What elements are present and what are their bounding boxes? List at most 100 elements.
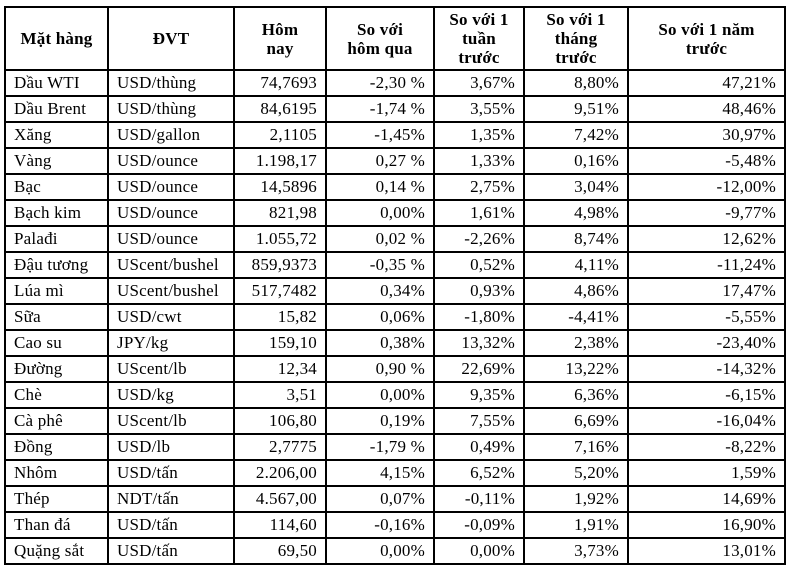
cell-today: 2.206,00	[233, 459, 327, 488]
cell-vs-yesterday: 0,34%	[325, 277, 435, 306]
cell-unit: USD/thùng	[107, 95, 235, 124]
cell-commodity: Vàng	[4, 147, 109, 176]
cell-vs-yesterday: -0,35 %	[325, 251, 435, 280]
cell-commodity: Bạc	[4, 173, 109, 202]
cell-vs-1year: -5,48%	[627, 147, 786, 176]
cell-vs-1year: -14,32%	[627, 355, 786, 384]
cell-unit: UScent/lb	[107, 355, 235, 384]
table-row: Xăng USD/gallon 2,1105 -1,45% 1,35% 7,42% 30,9…	[4, 121, 786, 150]
table-row: Palađi USD/ounce 1.055,72 0,02 % -2,26% 8,74%…	[4, 225, 786, 254]
cell-vs-1month: 4,86%	[523, 277, 629, 306]
table-row: Bạc USD/ounce 14,5896 0,14 % 2,75% 3,04% -12,0…	[4, 173, 786, 202]
cell-vs-1year: 30,97%	[627, 121, 786, 150]
column-header-vs-yesterday: So với hôm qua	[325, 5, 435, 72]
commodity-price-table: Mặt hàng ĐVT Hôm nay So với hôm qua So v…	[4, 5, 786, 566]
cell-commodity: Dầu WTI	[4, 69, 109, 98]
table-row: Đường UScent/lb 12,34 0,90 % 22,69% 13,22% -14…	[4, 355, 786, 384]
column-header-vs-1week: So với 1 tuần trước	[433, 5, 525, 72]
table-row: Vàng USD/ounce 1.198,17 0,27 % 1,33% 0,16% -5,…	[4, 147, 786, 176]
cell-commodity: Cà phê	[4, 407, 109, 436]
cell-vs-1year: 47,21%	[627, 69, 786, 98]
cell-today: 12,34	[233, 355, 327, 384]
cell-vs-yesterday: 0,90 %	[325, 355, 435, 384]
cell-vs-1week: -2,26%	[433, 225, 525, 254]
cell-vs-yesterday: -1,79 %	[325, 433, 435, 462]
cell-commodity: Xăng	[4, 121, 109, 150]
cell-vs-1year: -9,77%	[627, 199, 786, 228]
table-row: Thép NDT/tấn 4.567,00 0,07% -0,11% 1,92% 14,69…	[4, 485, 786, 514]
cell-today: 1.055,72	[233, 225, 327, 254]
cell-unit: USD/tấn	[107, 459, 235, 488]
cell-vs-1year: 13,01%	[627, 537, 786, 566]
cell-vs-yesterday: -1,74 %	[325, 95, 435, 124]
cell-vs-1month: 6,69%	[523, 407, 629, 436]
cell-today: 74,7693	[233, 69, 327, 98]
cell-today: 2,7775	[233, 433, 327, 462]
cell-commodity: Quặng sắt	[4, 537, 109, 566]
table-row: Nhôm USD/tấn 2.206,00 4,15% 6,52% 5,20% 1,59%	[4, 459, 786, 488]
table-row: Cao su JPY/kg 159,10 0,38% 13,32% 2,38% -23,40…	[4, 329, 786, 358]
cell-vs-1year: 17,47%	[627, 277, 786, 306]
cell-vs-1year: -5,55%	[627, 303, 786, 332]
cell-vs-1week: -0,11%	[433, 485, 525, 514]
cell-vs-1month: 8,74%	[523, 225, 629, 254]
cell-unit: USD/lb	[107, 433, 235, 462]
cell-vs-1year: -16,04%	[627, 407, 786, 436]
cell-vs-yesterday: 0,14 %	[325, 173, 435, 202]
cell-vs-1month: 3,73%	[523, 537, 629, 566]
cell-unit: USD/tấn	[107, 511, 235, 540]
table-row: Lúa mì UScent/bushel 517,7482 0,34% 0,93% 4,8…	[4, 277, 786, 306]
cell-vs-1month: 9,51%	[523, 95, 629, 124]
cell-vs-1month: 8,80%	[523, 69, 629, 98]
cell-vs-1week: 9,35%	[433, 381, 525, 410]
cell-vs-1week: 22,69%	[433, 355, 525, 384]
cell-unit: UScent/bushel	[107, 251, 235, 280]
table-row: Đồng USD/lb 2,7775 -1,79 % 0,49% 7,16% -8,22%	[4, 433, 786, 462]
cell-today: 821,98	[233, 199, 327, 228]
cell-commodity: Than đá	[4, 511, 109, 540]
cell-vs-1month: 5,20%	[523, 459, 629, 488]
cell-unit: USD/gallon	[107, 121, 235, 150]
cell-unit: USD/ounce	[107, 225, 235, 254]
cell-vs-1week: 0,00%	[433, 537, 525, 566]
cell-vs-yesterday: 4,15%	[325, 459, 435, 488]
cell-vs-yesterday: -0,16%	[325, 511, 435, 540]
cell-commodity: Chè	[4, 381, 109, 410]
cell-today: 14,5896	[233, 173, 327, 202]
cell-commodity: Bạch kim	[4, 199, 109, 228]
cell-vs-yesterday: 0,19%	[325, 407, 435, 436]
cell-unit: NDT/tấn	[107, 485, 235, 514]
cell-vs-yesterday: -1,45%	[325, 121, 435, 150]
table-row: Sữa USD/cwt 15,82 0,06% -1,80% -4,41% -5,55%	[4, 303, 786, 332]
cell-vs-1week: 3,55%	[433, 95, 525, 124]
cell-unit: USD/ounce	[107, 173, 235, 202]
cell-vs-yesterday: 0,38%	[325, 329, 435, 358]
cell-unit: USD/ounce	[107, 147, 235, 176]
cell-today: 1.198,17	[233, 147, 327, 176]
cell-commodity: Nhôm	[4, 459, 109, 488]
cell-vs-1year: 1,59%	[627, 459, 786, 488]
cell-commodity: Dầu Brent	[4, 95, 109, 124]
cell-vs-1year: 14,69%	[627, 485, 786, 514]
cell-commodity: Palađi	[4, 225, 109, 254]
cell-vs-1year: -23,40%	[627, 329, 786, 358]
cell-vs-1month: 1,92%	[523, 485, 629, 514]
cell-vs-1month: 0,16%	[523, 147, 629, 176]
cell-today: 114,60	[233, 511, 327, 540]
cell-unit: USD/thùng	[107, 69, 235, 98]
cell-vs-yesterday: 0,00%	[325, 381, 435, 410]
cell-vs-1year: -6,15%	[627, 381, 786, 410]
cell-commodity: Thép	[4, 485, 109, 514]
cell-vs-yesterday: 0,00%	[325, 199, 435, 228]
cell-commodity: Đồng	[4, 433, 109, 462]
cell-vs-1week: 1,35%	[433, 121, 525, 150]
cell-vs-yesterday: 0,00%	[325, 537, 435, 566]
cell-vs-1week: 6,52%	[433, 459, 525, 488]
table-row: Chè USD/kg 3,51 0,00% 9,35% 6,36% -6,15%	[4, 381, 786, 410]
cell-vs-yesterday: 0,27 %	[325, 147, 435, 176]
cell-today: 4.567,00	[233, 485, 327, 514]
cell-vs-yesterday: 0,02 %	[325, 225, 435, 254]
cell-vs-1year: -12,00%	[627, 173, 786, 202]
cell-vs-yesterday: 0,06%	[325, 303, 435, 332]
